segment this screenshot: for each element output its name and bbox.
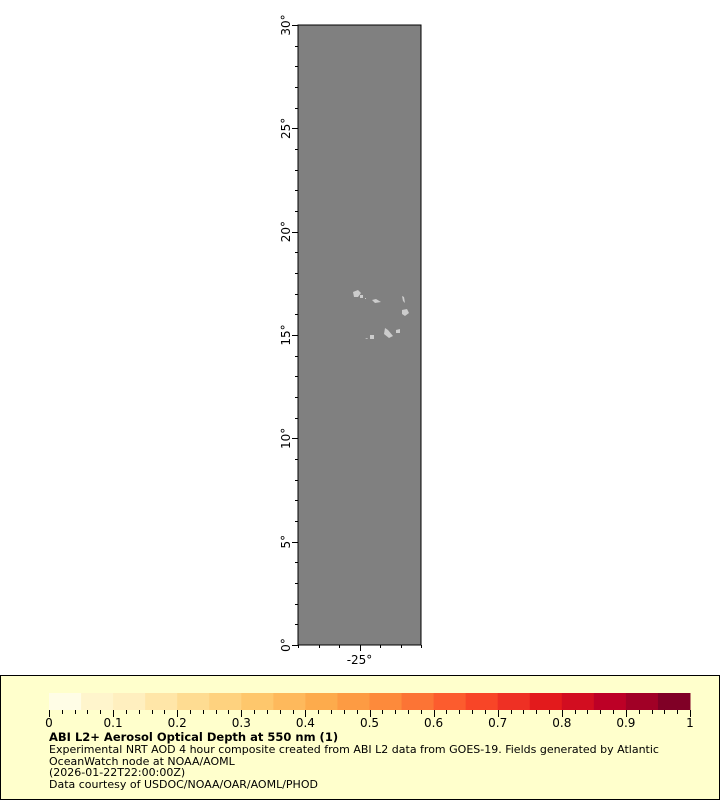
island-santiago [384, 328, 393, 338]
legend-panel: 0 0.1 0.2 0.3 0.4 0.5 0.6 0.7 0.8 0.9 1 ABI L2+ Ae… [0, 675, 720, 800]
colorbar-tick-label: 0.7 [488, 716, 507, 730]
colorbar-swatch [145, 693, 178, 710]
lat-tick-label: 0° [279, 638, 293, 652]
island-sao-nicolau [372, 299, 381, 303]
island-sao-vicente [360, 295, 363, 298]
colorbar-tick-label: 0.6 [424, 716, 443, 730]
colorbar-swatch [465, 693, 499, 710]
island-brava [365, 338, 368, 339]
island-santa-luzia [365, 298, 366, 299]
colorbar-swatch [433, 693, 467, 710]
legend-description: Experimental NRT AOD 4 hour composite cr… [49, 743, 659, 756]
map-plot: 0° 5° 10° 15° 20° 25° 30° -25° [279, 14, 422, 667]
island-boa-vista [402, 309, 409, 316]
lat-tick-label: 25° [279, 118, 293, 139]
colorbar-swatch [241, 693, 274, 710]
lat-tick-label: 5° [279, 535, 293, 549]
colorbar-tick-label: 0.2 [168, 716, 187, 730]
colorbar-tick-label: 0 [45, 716, 53, 730]
lat-tick-label: 10° [279, 428, 293, 449]
colorbar-swatch [81, 693, 114, 710]
legend-credit: Data courtesy of USDOC/NOAA/OAR/AOML/PHO… [49, 777, 318, 791]
islands [353, 290, 409, 339]
colorbar-tick-label: 0.9 [616, 716, 635, 730]
colorbar-tick-label: 0.5 [360, 716, 379, 730]
colorbar-swatch [625, 693, 659, 710]
lat-tick-label: 30° [279, 14, 293, 35]
colorbar-swatch [529, 693, 563, 710]
colorbar-tick-label: 0.8 [552, 716, 571, 730]
colorbar-swatch [497, 693, 531, 710]
island-fogo [370, 335, 374, 339]
lat-tick-label: 20° [279, 221, 293, 242]
colorbar-swatch [49, 693, 82, 710]
island-maio [396, 329, 400, 333]
colorbar-swatch [561, 693, 595, 710]
colorbar-swatch [401, 693, 435, 710]
colorbar-swatch [593, 693, 627, 710]
colorbar-swatch [657, 693, 691, 710]
lon-tick-label: -25° [347, 653, 373, 667]
colorbar-tick-label: 1 [686, 716, 694, 730]
ocean-area [297, 24, 422, 646]
colorbar-tick-label: 0.4 [296, 716, 315, 730]
colorbar-tick-label: 0.3 [232, 716, 251, 730]
island-sal [402, 296, 405, 303]
colorbar-swatch [209, 693, 242, 710]
colorbar-swatch [369, 693, 403, 710]
colorbar-swatch [305, 693, 338, 710]
legend-time: (2026-01-22T22:00:00Z) [49, 766, 186, 779]
colorbar-swatch [337, 693, 370, 710]
legend-title: ABI L2+ Aerosol Optical Depth at 550 nm … [49, 730, 339, 744]
colorbar: 0 0.1 0.2 0.3 0.4 0.5 0.6 0.7 0.8 0.9 1 [45, 693, 694, 730]
colorbar-swatch [113, 693, 146, 710]
legend-description-2: OceanWatch node at NOAA/AOML [49, 754, 235, 768]
colorbar-swatch [273, 693, 306, 710]
island-santo-antao [353, 290, 361, 297]
colorbar-swatch [177, 693, 210, 710]
lat-tick-label: 15° [279, 324, 293, 345]
colorbar-tick-label: 0.1 [104, 716, 123, 730]
